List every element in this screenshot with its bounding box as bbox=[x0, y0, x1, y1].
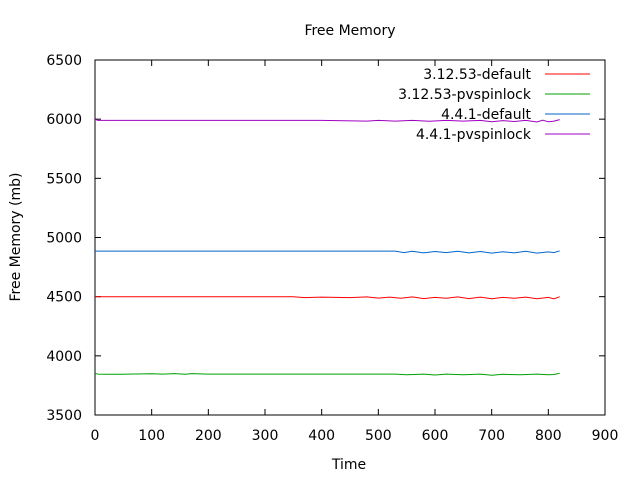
x-tick-label: 200 bbox=[195, 428, 222, 444]
x-tick-label: 100 bbox=[138, 428, 165, 444]
axes: 0 100 200 300 400 500 600 700 800 900 3500 4000 4500… bbox=[46, 53, 618, 444]
y-axis-label: Free Memory (mb) bbox=[8, 173, 24, 302]
x-tick-label: 0 bbox=[91, 428, 100, 444]
x-tick-label: 300 bbox=[252, 428, 279, 444]
legend-label: 4.4.1-pvspinlock bbox=[416, 127, 532, 143]
x-axis-label: Time bbox=[331, 457, 366, 473]
x-tick-label: 600 bbox=[422, 428, 449, 444]
y-tick-label: 4500 bbox=[46, 290, 82, 306]
series-line-4.4.1-pvspinlock bbox=[94, 118, 560, 123]
x-tick-label: 900 bbox=[592, 428, 619, 444]
x-tick-label: 400 bbox=[308, 428, 335, 444]
x-tick-label: 500 bbox=[365, 428, 392, 444]
series-line-4.4.1-default bbox=[95, 250, 560, 254]
legend-label: 3.12.53-default bbox=[423, 67, 531, 83]
y-tick-label: 5500 bbox=[46, 171, 82, 187]
y-tick-label: 5000 bbox=[46, 231, 82, 247]
chart-title: Free Memory bbox=[304, 23, 395, 39]
legend-label: 4.4.1-default bbox=[441, 107, 531, 123]
x-tick-label: 700 bbox=[478, 428, 505, 444]
series-lines bbox=[94, 118, 560, 376]
legend-label: 3.12.53-pvspinlock bbox=[398, 87, 532, 103]
series-line-3.12.53-pvspinlock bbox=[94, 372, 560, 376]
y-tick-label: 6500 bbox=[46, 53, 82, 69]
x-tick-label: 800 bbox=[535, 428, 562, 444]
y-tick-label: 3500 bbox=[46, 408, 82, 424]
y-tick-label: 6000 bbox=[46, 112, 82, 128]
y-tick-label: 4000 bbox=[46, 349, 82, 365]
series-line-3.12.53-default bbox=[95, 296, 560, 300]
legend: 3.12.53-default 3.12.53-pvspinlock 4.4.1-d… bbox=[398, 67, 590, 143]
